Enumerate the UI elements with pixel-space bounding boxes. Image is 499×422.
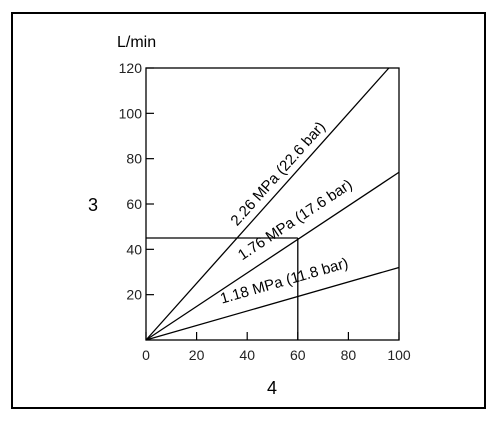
- y-tick-label: 20: [126, 287, 142, 303]
- y-tick-label: 80: [126, 151, 142, 167]
- y-tick-label: 120: [119, 60, 143, 76]
- x-tick-label: 100: [387, 347, 411, 363]
- x-tick-label: 80: [341, 347, 357, 363]
- series-line: [145, 67, 390, 341]
- series-label: 1.18 MPa (11.8 bar): [218, 255, 350, 308]
- series-line: [145, 171, 400, 341]
- y-unit-label: L/min: [117, 34, 156, 51]
- x-tick-label: 0: [142, 347, 150, 363]
- x-tick-label: 60: [290, 347, 306, 363]
- y-tick-label: 40: [126, 241, 142, 257]
- y-tick-label: 100: [119, 105, 143, 121]
- plot-area: [145, 67, 400, 341]
- x-axis-title: 4: [267, 378, 277, 398]
- y-axis-title: 3: [88, 195, 98, 215]
- figure-frame: [11, 12, 486, 409]
- x-tick-label: 40: [239, 347, 255, 363]
- series-line: [145, 266, 400, 341]
- y-tick-label: 60: [126, 196, 142, 212]
- x-tick-label: 20: [189, 347, 205, 363]
